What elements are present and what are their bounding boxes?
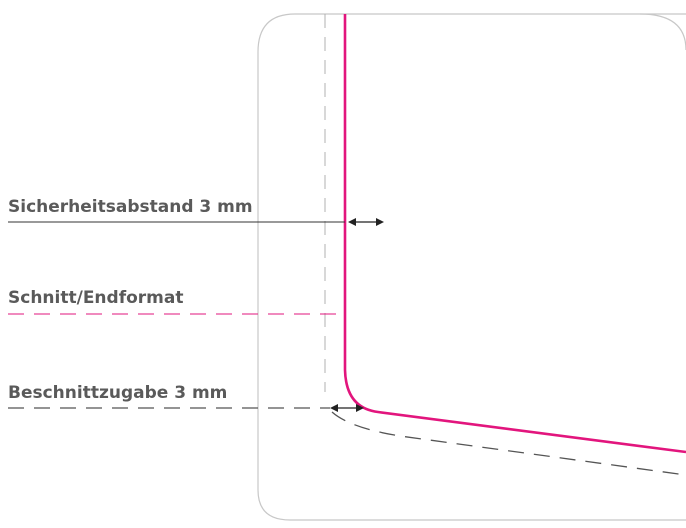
document-frame-corner [639,13,686,51]
trim-line [343,14,686,454]
safety-arrow [348,218,384,226]
trim-label: Schnitt/Endformat [8,288,184,308]
safety-margin-label: Sicherheitsabstand 3 mm [8,197,253,217]
bleed-label: Beschnittzugabe 3 mm [8,383,228,403]
bleed-line-curve [331,411,686,476]
bleed-arrow [330,404,364,412]
document-frame [257,13,686,521]
